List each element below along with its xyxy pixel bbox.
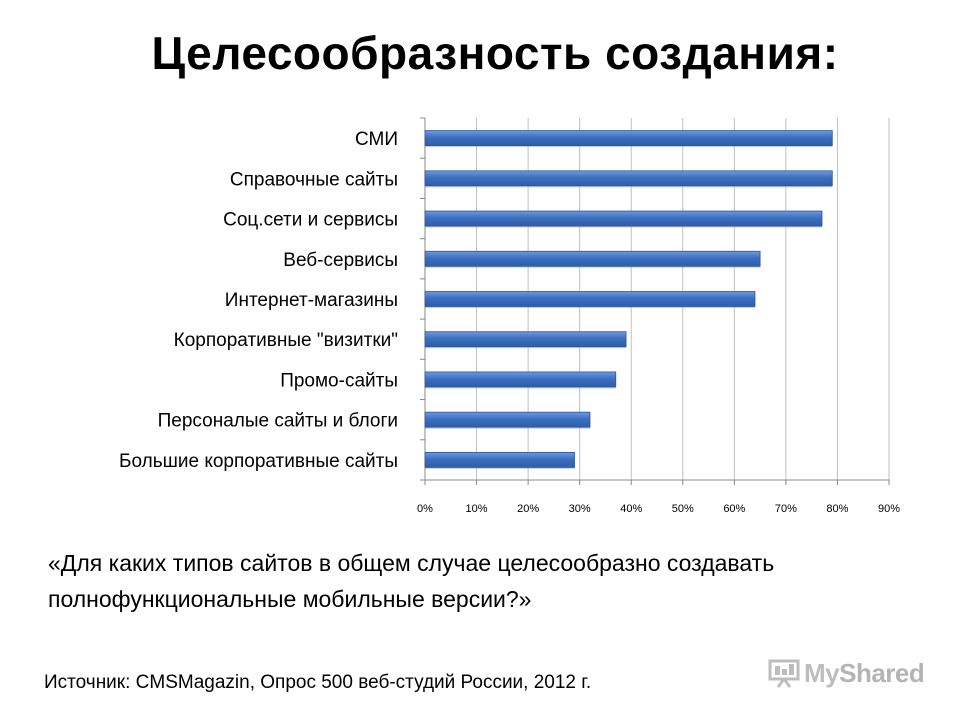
category-label: Промо-сайты	[280, 370, 398, 391]
x-tick-label: 20%	[517, 503, 539, 515]
bar	[424, 451, 575, 468]
x-tick-label: 40%	[620, 503, 642, 515]
presentation-board-icon	[768, 659, 800, 688]
source-note: Источник: CMSMagazin, Опрос 500 веб-студ…	[44, 672, 592, 693]
x-tick-label: 30%	[569, 503, 591, 515]
bar	[424, 371, 617, 388]
x-tick-label: 90%	[878, 503, 900, 515]
category-label: Интернет-магазины	[225, 290, 398, 311]
x-tick-label: 70%	[775, 503, 797, 515]
category-label: СМИ	[355, 129, 398, 150]
bar	[424, 250, 761, 267]
category-label: Корпоративные "визитки"	[174, 330, 398, 351]
bar	[424, 331, 627, 348]
bar	[424, 291, 756, 307]
survey-question: «Для каких типов сайтов в общем случае ц…	[48, 550, 775, 612]
category-label: Персоналые сайты и блоги	[158, 411, 398, 432]
x-tick-label: 80%	[826, 503, 848, 515]
category-label: Большие корпоративные сайты	[119, 451, 398, 472]
logo-text-my: My	[804, 657, 840, 688]
logo-text-shared: Shared	[839, 657, 925, 688]
bar	[424, 130, 833, 147]
x-tick-label: 60%	[723, 503, 745, 515]
x-tick-label: 0%	[417, 503, 433, 515]
slide-title: Целесообразность создания:	[151, 27, 839, 79]
bar	[424, 170, 833, 187]
bar	[424, 411, 591, 428]
category-label: Веб-сервисы	[283, 250, 398, 271]
category-label: Справочные сайты	[230, 169, 398, 190]
bar	[424, 210, 823, 227]
x-tick-label: 10%	[466, 503, 488, 515]
category-label: Соц.сети и сервисы	[223, 210, 398, 231]
myshared-logo: MyShared	[768, 657, 925, 689]
x-tick-label: 50%	[672, 503, 694, 515]
